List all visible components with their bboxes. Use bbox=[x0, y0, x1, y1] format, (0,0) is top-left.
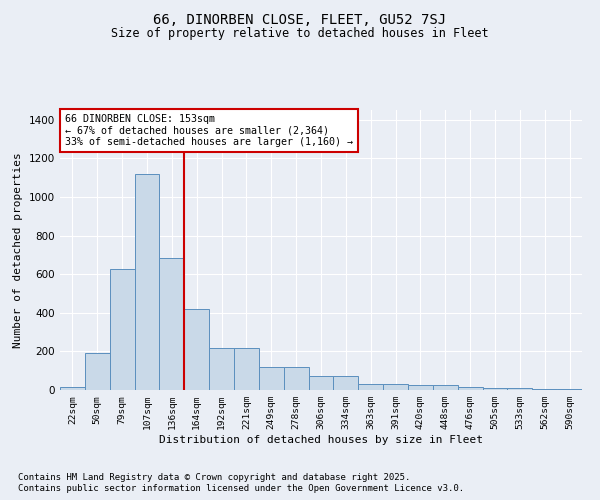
Y-axis label: Number of detached properties: Number of detached properties bbox=[13, 152, 23, 348]
Bar bbox=[85, 354, 110, 390]
Text: Contains public sector information licensed under the Open Government Licence v3: Contains public sector information licen… bbox=[18, 484, 464, 493]
Bar bbox=[60, 387, 85, 390]
Bar bbox=[209, 348, 234, 390]
Bar bbox=[334, 376, 358, 390]
Bar bbox=[259, 367, 284, 390]
Text: 66 DINORBEN CLOSE: 153sqm
← 67% of detached houses are smaller (2,364)
33% of se: 66 DINORBEN CLOSE: 153sqm ← 67% of detac… bbox=[65, 114, 353, 148]
Bar bbox=[160, 258, 184, 390]
Bar bbox=[110, 270, 134, 390]
Bar bbox=[532, 389, 557, 390]
Bar bbox=[358, 384, 383, 390]
Bar bbox=[482, 388, 508, 390]
Bar bbox=[433, 385, 458, 390]
X-axis label: Distribution of detached houses by size in Fleet: Distribution of detached houses by size … bbox=[159, 435, 483, 445]
Text: 66, DINORBEN CLOSE, FLEET, GU52 7SJ: 66, DINORBEN CLOSE, FLEET, GU52 7SJ bbox=[154, 12, 446, 26]
Bar bbox=[458, 387, 482, 390]
Bar bbox=[134, 174, 160, 390]
Bar bbox=[234, 348, 259, 390]
Bar bbox=[308, 376, 334, 390]
Bar bbox=[508, 388, 532, 390]
Bar bbox=[408, 385, 433, 390]
Text: Contains HM Land Registry data © Crown copyright and database right 2025.: Contains HM Land Registry data © Crown c… bbox=[18, 472, 410, 482]
Bar bbox=[383, 384, 408, 390]
Bar bbox=[184, 309, 209, 390]
Text: Size of property relative to detached houses in Fleet: Size of property relative to detached ho… bbox=[111, 28, 489, 40]
Bar bbox=[557, 389, 582, 390]
Bar bbox=[284, 367, 308, 390]
